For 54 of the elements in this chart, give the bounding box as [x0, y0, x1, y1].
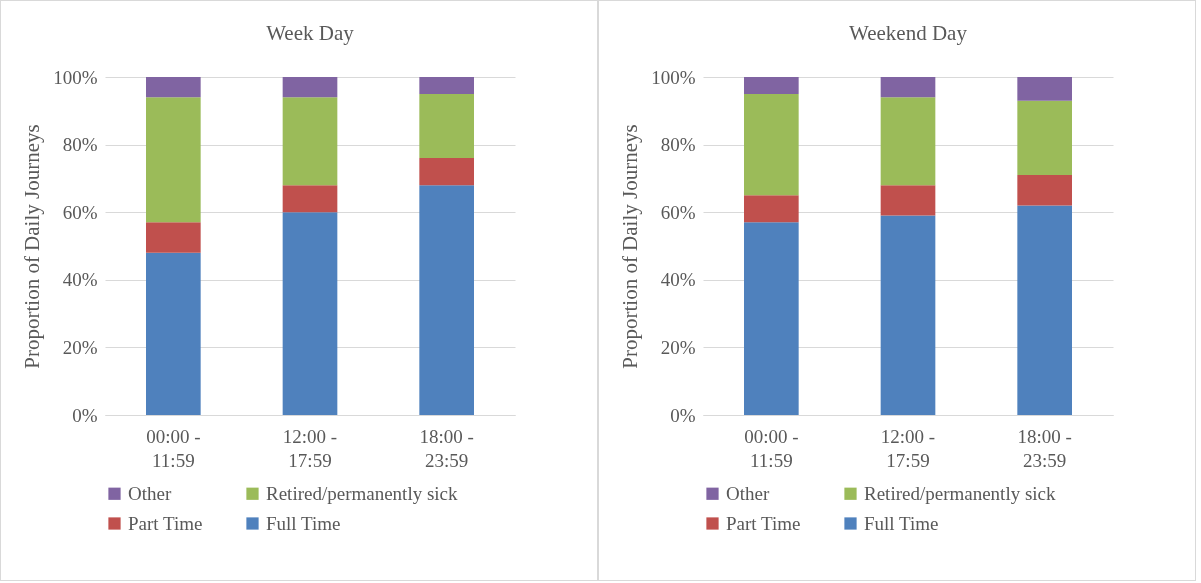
- x-tick-label: 12:00 - 17:59: [880, 425, 936, 471]
- legend-label: Full Time: [266, 512, 341, 534]
- legend-label: Other: [128, 482, 172, 504]
- bar: [282, 97, 338, 186]
- bar: [282, 212, 338, 415]
- y-tick-label: 40%: [660, 269, 696, 291]
- bar: [419, 185, 474, 415]
- x-tick-label: 00:00 - 11:59: [146, 425, 201, 471]
- y-axis-title: Proportion of Daily Journeys: [618, 124, 643, 369]
- bar: [146, 77, 201, 98]
- bar: [880, 97, 936, 186]
- x-tick-label: 18:00 - 23:59: [419, 425, 474, 471]
- y-tick-label: 40%: [62, 269, 98, 291]
- bar: [880, 185, 936, 216]
- y-tick-label: 20%: [660, 336, 696, 358]
- bar: [282, 185, 338, 213]
- bar: [744, 222, 799, 415]
- y-tick-label: 80%: [660, 134, 696, 156]
- legend-label: Part Time: [128, 512, 203, 534]
- legend-label: Retired/permanently sick: [266, 482, 459, 504]
- y-tick-label: 20%: [62, 336, 98, 358]
- bar: [419, 93, 474, 159]
- bar: [282, 77, 338, 98]
- bar: [146, 97, 201, 223]
- bar: [1017, 77, 1072, 101]
- y-axis-title: Proportion of Daily Journeys: [20, 124, 45, 369]
- legend-label: Retired/permanently sick: [864, 482, 1057, 504]
- y-tick-label: 0%: [72, 404, 98, 426]
- bar: [880, 77, 936, 98]
- y-tick-label: 60%: [62, 201, 98, 223]
- x-tick-label: 12:00 - 17:59: [282, 425, 338, 471]
- bar: [1017, 205, 1072, 415]
- chart-title: Week Day: [266, 21, 355, 45]
- y-tick-label: 100%: [651, 66, 696, 88]
- bar: [744, 77, 799, 94]
- x-tick-label: 00:00 - 11:59: [744, 425, 799, 471]
- bar: [744, 195, 799, 223]
- bar: [146, 222, 201, 253]
- legend-label: Part Time: [726, 512, 801, 534]
- y-tick-label: 100%: [53, 66, 98, 88]
- bar: [744, 93, 799, 196]
- y-tick-label: 80%: [62, 134, 98, 156]
- bar: [880, 215, 936, 415]
- bar: [146, 252, 201, 415]
- x-tick-label: 18:00 - 23:59: [1017, 425, 1072, 471]
- bar: [419, 77, 474, 94]
- chart-title: Weekend Day: [849, 21, 968, 45]
- bar: [419, 158, 474, 186]
- y-tick-label: 0%: [670, 404, 696, 426]
- legend-label: Full Time: [864, 512, 939, 534]
- bar: [1017, 100, 1072, 176]
- legend-label: Other: [726, 482, 770, 504]
- y-tick-label: 60%: [660, 201, 696, 223]
- bar: [1017, 175, 1072, 206]
